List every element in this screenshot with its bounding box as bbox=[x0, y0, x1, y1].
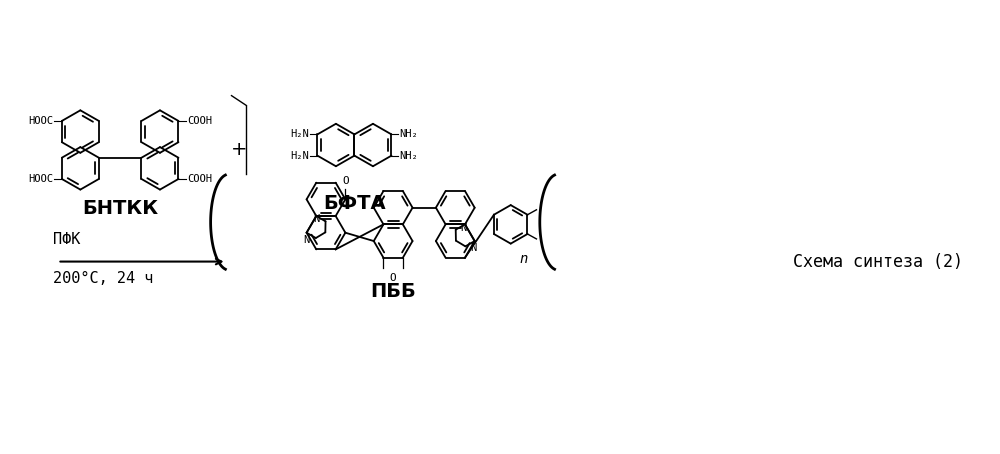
Text: n: n bbox=[520, 252, 528, 266]
Text: ПФК: ПФК bbox=[53, 232, 80, 247]
Text: N: N bbox=[304, 235, 310, 245]
Text: H₂N: H₂N bbox=[291, 151, 309, 161]
Text: 200°С, 24 ч: 200°С, 24 ч bbox=[53, 271, 153, 286]
Text: COOH: COOH bbox=[187, 116, 212, 126]
Text: NH₂: NH₂ bbox=[399, 129, 418, 139]
Text: N: N bbox=[461, 223, 467, 233]
Text: +: + bbox=[231, 140, 248, 159]
Text: O: O bbox=[342, 176, 349, 186]
Text: NH₂: NH₂ bbox=[399, 151, 418, 161]
Text: Схема синтеза (2): Схема синтеза (2) bbox=[793, 252, 963, 271]
Text: БНТКК: БНТКК bbox=[82, 199, 158, 218]
Text: БФТА: БФТА bbox=[323, 194, 386, 213]
Text: HOOC: HOOC bbox=[28, 116, 53, 126]
Text: N: N bbox=[470, 243, 477, 253]
Text: HOOC: HOOC bbox=[28, 174, 53, 184]
Text: O: O bbox=[390, 273, 397, 283]
Text: COOH: COOH bbox=[187, 174, 212, 184]
Text: H₂N: H₂N bbox=[291, 129, 309, 139]
Text: ПББ: ПББ bbox=[370, 282, 416, 301]
Text: N: N bbox=[313, 214, 320, 224]
